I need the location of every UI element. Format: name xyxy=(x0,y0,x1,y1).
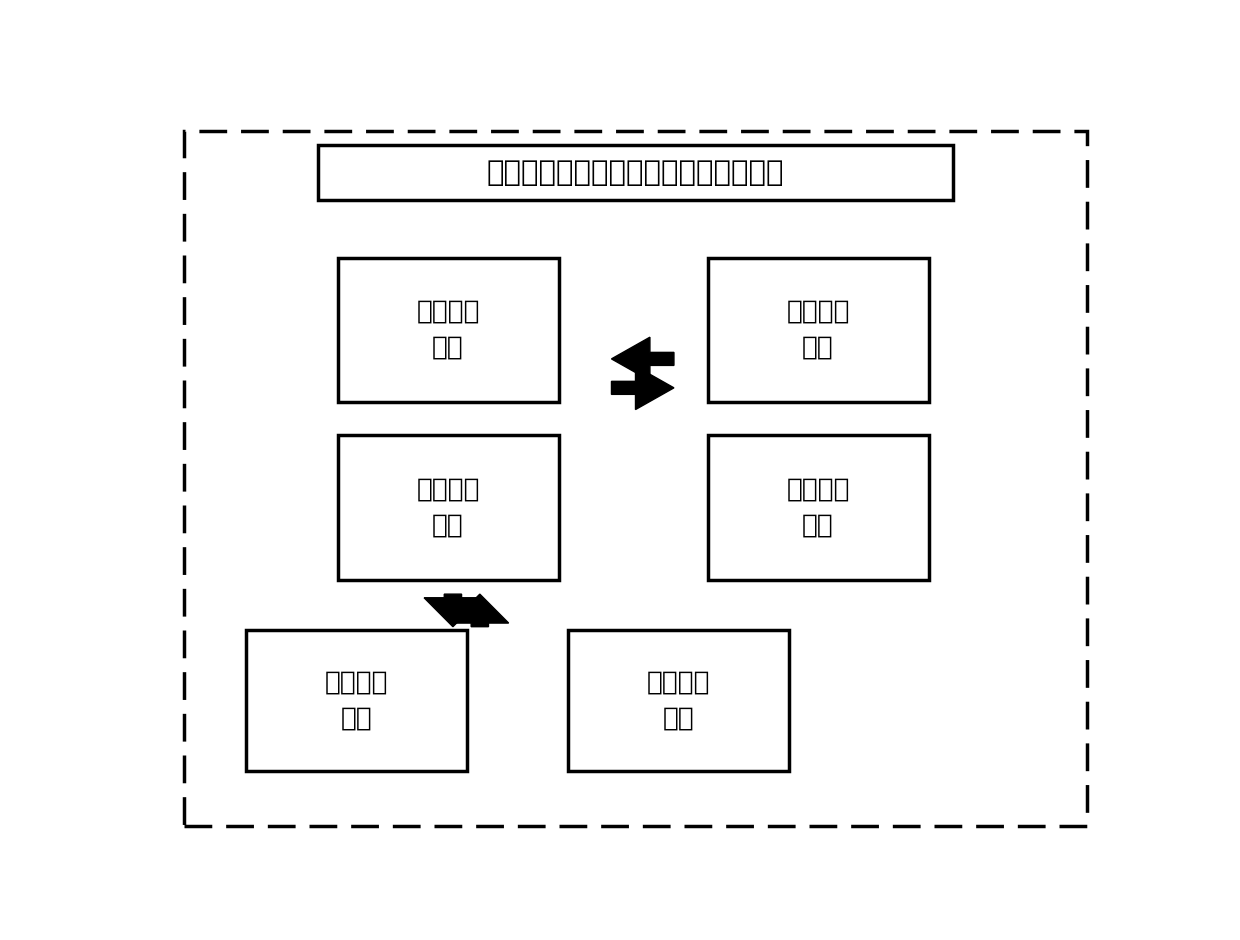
Text: 基于寿命预测的存储系统损耗均衡装置: 基于寿命预测的存储系统损耗均衡装置 xyxy=(487,159,784,186)
Text: 寿命预测
模块: 寿命预测 模块 xyxy=(786,477,849,539)
Bar xyxy=(675,221,982,627)
Polygon shape xyxy=(424,594,481,627)
Bar xyxy=(247,631,467,772)
Bar xyxy=(708,435,929,580)
Polygon shape xyxy=(611,366,675,410)
Polygon shape xyxy=(611,337,675,381)
Bar xyxy=(222,594,875,811)
Text: 数据迁移
模块: 数据迁移 模块 xyxy=(325,670,388,732)
Text: 信息存储
模块: 信息存储 模块 xyxy=(417,299,480,361)
Text: 数据采集
模块: 数据采集 模块 xyxy=(786,299,849,361)
Text: 损耗判断
模块: 损耗判断 模块 xyxy=(417,477,480,539)
Bar xyxy=(319,146,952,199)
Bar xyxy=(304,221,611,627)
Bar xyxy=(337,258,559,402)
Bar xyxy=(708,258,929,402)
Bar xyxy=(337,435,559,580)
Bar xyxy=(568,631,789,772)
Text: 数据清除
模块: 数据清除 模块 xyxy=(647,670,711,732)
Polygon shape xyxy=(451,594,508,627)
